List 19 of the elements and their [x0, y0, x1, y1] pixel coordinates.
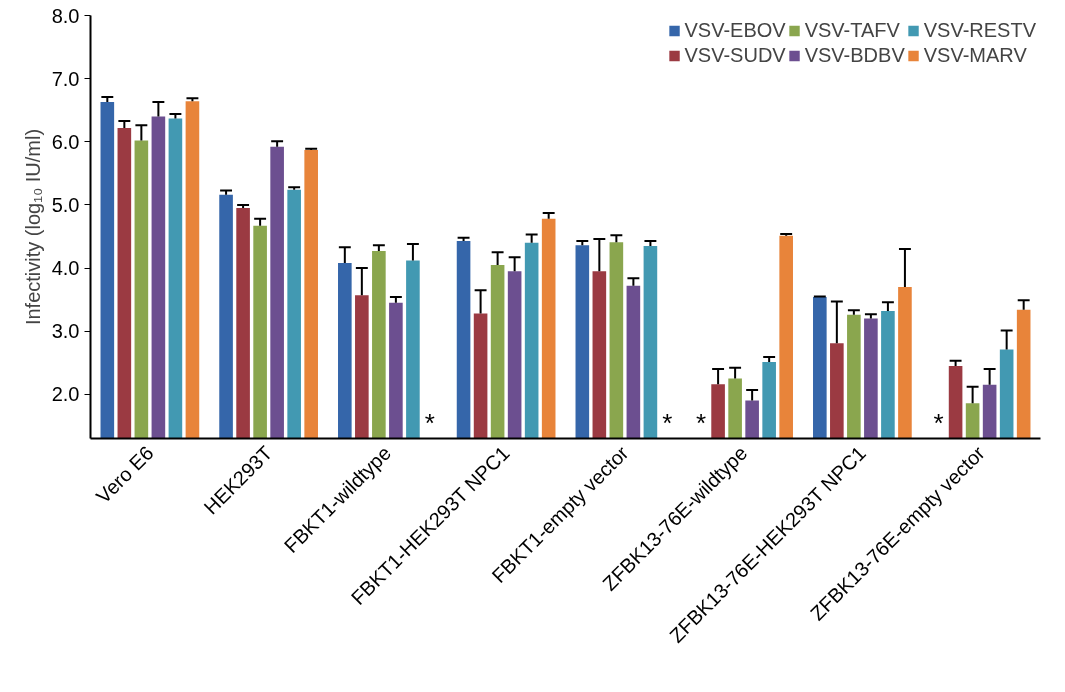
annotation: *: [933, 407, 944, 438]
annotation: *: [662, 407, 673, 438]
legend-label: VSV-TAFV: [804, 19, 900, 42]
y-axis-title: Infectivity (log₁₀ IU/ml): [21, 128, 44, 326]
y-tick-label: 8.0: [51, 4, 80, 27]
annotation: *: [424, 407, 435, 438]
legend-label: VSV-BDBV: [804, 44, 905, 67]
y-tick-label: 6.0: [51, 130, 80, 153]
y-tick-label: 7.0: [51, 67, 80, 90]
legend-label: VSV-RESTV: [923, 19, 1036, 42]
y-tick-label: 4.0: [51, 257, 80, 280]
x-tick-label: Vero E6: [91, 441, 158, 508]
y-tick-label: 2.0: [51, 383, 80, 406]
annotation: *: [696, 407, 707, 438]
y-tick-label: 3.0: [51, 320, 80, 343]
legend-label: VSV-MARV: [923, 44, 1027, 67]
legend-label: VSV-SUDV: [684, 44, 786, 67]
legend-label: VSV-EBOV: [684, 19, 786, 42]
y-tick-label: 5.0: [51, 193, 80, 216]
